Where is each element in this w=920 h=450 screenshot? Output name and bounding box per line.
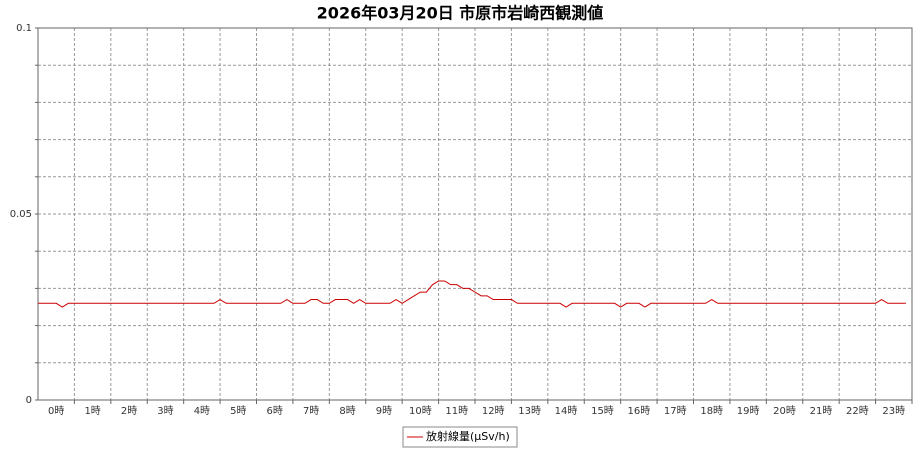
chart-title: 2026年03月20日 市原市岩崎西観測値 bbox=[317, 4, 604, 23]
x-tick-label: 13時 bbox=[518, 405, 541, 417]
x-tick-label: 3時 bbox=[157, 405, 173, 417]
y-tick-label: 0.1 bbox=[16, 23, 32, 34]
x-tick-label: 15時 bbox=[591, 405, 614, 417]
data-line bbox=[38, 280, 906, 308]
x-tick-label: 20時 bbox=[773, 405, 796, 417]
plot-border bbox=[37, 27, 913, 401]
x-tick-label: 4時 bbox=[194, 405, 210, 417]
x-tick-label: 1時 bbox=[84, 405, 100, 417]
x-tick-label: 7時 bbox=[303, 405, 319, 417]
x-tick-label: 11時 bbox=[445, 405, 468, 417]
x-tick-label: 0時 bbox=[48, 405, 64, 417]
x-tick-label: 21時 bbox=[810, 405, 833, 417]
legend-label: 放射線量(μSv/h) bbox=[426, 429, 510, 443]
x-tick-label: 9時 bbox=[376, 405, 392, 417]
x-tick-label: 8時 bbox=[339, 405, 355, 417]
legend-box bbox=[402, 426, 518, 448]
y-tick-label: 0.05 bbox=[10, 209, 32, 220]
y-tick-label: 0 bbox=[26, 395, 32, 406]
x-tick-label: 10時 bbox=[409, 405, 432, 417]
x-tick-label: 2時 bbox=[121, 405, 137, 417]
x-tick-label: 17時 bbox=[664, 405, 687, 417]
x-tick-label: 19時 bbox=[737, 405, 760, 417]
x-tick-label: 12時 bbox=[482, 405, 505, 417]
x-tick-label: 18時 bbox=[700, 405, 723, 417]
x-tick-label: 5時 bbox=[230, 405, 246, 417]
x-tick-label: 23時 bbox=[882, 405, 905, 417]
x-tick-label: 22時 bbox=[846, 405, 869, 417]
x-tick-label: 6時 bbox=[267, 405, 283, 417]
x-tick-label: 16時 bbox=[628, 405, 651, 417]
x-tick-label: 14時 bbox=[555, 405, 578, 417]
